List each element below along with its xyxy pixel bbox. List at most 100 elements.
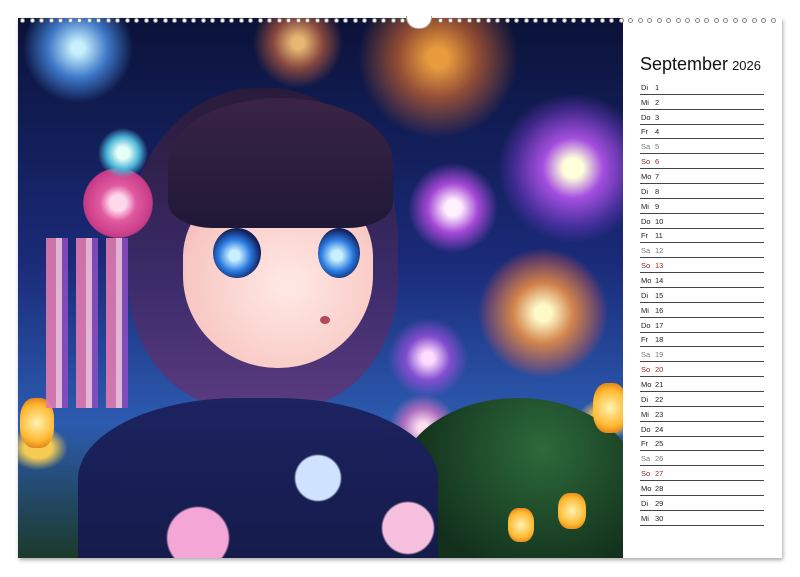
binding-hole <box>210 18 215 23</box>
binding-hole <box>656 18 662 23</box>
day-row: Mo 7 <box>640 169 764 185</box>
binding-hole <box>390 18 396 23</box>
day-number: 21 <box>655 380 664 390</box>
weekday: Do <box>641 424 651 434</box>
day-row: So 6 <box>640 154 764 170</box>
day-row: Mo 21 <box>640 377 764 393</box>
binding-hole <box>143 18 149 23</box>
weekday: Mi <box>641 97 649 107</box>
weekday: So <box>641 365 651 375</box>
weekday: Mo <box>641 276 652 286</box>
day-row: Mo 14 <box>640 273 764 289</box>
girl-bangs <box>168 98 393 228</box>
day-number: 9 <box>655 201 660 211</box>
binding-hole <box>191 18 196 23</box>
binding-hole <box>761 18 766 23</box>
binding-hole <box>286 18 291 23</box>
weekday: Di <box>641 186 649 196</box>
binding-hole <box>438 18 443 23</box>
binding-hole <box>666 18 671 23</box>
weekday: So <box>641 261 651 271</box>
day-row: Do 10 <box>640 214 764 229</box>
weekday: So <box>641 157 651 167</box>
binding-hole <box>590 18 595 23</box>
binding-hole <box>618 18 624 23</box>
day-number: 4 <box>655 127 660 137</box>
weekday: Do <box>641 216 651 226</box>
day-number: 29 <box>655 498 664 508</box>
weekday: Mo <box>641 380 652 390</box>
day-number: 24 <box>655 424 664 434</box>
binding-hole <box>257 18 263 23</box>
day-number: 14 <box>655 276 664 286</box>
binding-hole <box>314 18 320 23</box>
binding-hole <box>67 18 73 23</box>
day-row: Di 15 <box>640 288 764 303</box>
binding-hole <box>134 18 139 23</box>
binding-hole <box>381 18 386 23</box>
weekday: Sa <box>641 454 651 464</box>
month-name: September <box>640 54 729 74</box>
day-number: 3 <box>655 112 660 122</box>
mouth <box>320 316 330 324</box>
day-number: 27 <box>655 469 664 479</box>
calendar-page: September 2026 Di 1 Mi 2 Do 3 Fr 4 Sa 5 So 6 Mo 7 Di 8 Mi… <box>18 18 782 558</box>
day-number: 17 <box>655 320 664 330</box>
binding-hole <box>248 18 253 23</box>
binding-hole <box>276 18 282 23</box>
day-row: Mi 16 <box>640 303 764 318</box>
weekday: Fr <box>641 335 649 345</box>
binding-hole <box>267 18 272 23</box>
binding-hole <box>713 18 719 23</box>
day-number: 13 <box>655 261 664 271</box>
day-number: 6 <box>655 157 660 167</box>
binding-hole <box>333 18 339 23</box>
spiral-binding <box>18 16 782 29</box>
binding-hole <box>523 18 529 23</box>
day-row: Do 24 <box>640 422 764 437</box>
binding-hole <box>343 18 348 23</box>
binding-hole <box>580 18 586 23</box>
day-number: 18 <box>655 335 664 345</box>
month-title: September 2026 <box>640 54 761 75</box>
weekday: Fr <box>641 127 649 137</box>
weekday: Fr <box>641 439 649 449</box>
binding-hole <box>400 18 405 23</box>
day-row: Fr 25 <box>640 437 764 452</box>
binding-hole <box>305 18 310 23</box>
binding-hole <box>96 18 101 23</box>
binding-hole <box>324 18 329 23</box>
binding-hole <box>628 18 633 23</box>
binding-hole <box>105 18 111 23</box>
binding-hole <box>476 18 481 23</box>
day-number: 15 <box>655 290 664 300</box>
day-row: Di 29 <box>640 496 764 511</box>
day-row: Fr 18 <box>640 333 764 348</box>
binding-hole <box>466 18 472 23</box>
hair-flower <box>98 128 148 178</box>
binding-hole <box>723 18 728 23</box>
binding-hole <box>362 18 367 23</box>
binding-hole <box>86 18 92 23</box>
weekday: Fr <box>641 231 649 241</box>
day-row: Fr 11 <box>640 229 764 244</box>
binding-hole <box>115 18 120 23</box>
day-row: Sa 26 <box>640 452 764 467</box>
day-row: Di 22 <box>640 392 764 407</box>
binding-hole <box>704 18 709 23</box>
calendar-panel: September 2026 Di 1 Mi 2 Do 3 Fr 4 Sa 5 So 6 Mo 7 Di 8 Mi… <box>623 18 782 558</box>
binding-hole <box>457 18 462 23</box>
binding-hole <box>77 18 82 23</box>
day-number: 28 <box>655 484 664 494</box>
day-row: Mo 28 <box>640 481 764 497</box>
weekday: Sa <box>641 246 651 256</box>
binding-hole <box>599 18 605 23</box>
day-number: 11 <box>655 231 663 241</box>
day-number: 10 <box>655 216 664 226</box>
weekday: Mo <box>641 484 652 494</box>
day-row: Mi 9 <box>640 199 764 214</box>
day-row: Di 1 <box>640 80 764 95</box>
day-row: Mi 30 <box>640 511 764 526</box>
weekday: Di <box>641 498 649 508</box>
day-number: 26 <box>655 454 664 464</box>
